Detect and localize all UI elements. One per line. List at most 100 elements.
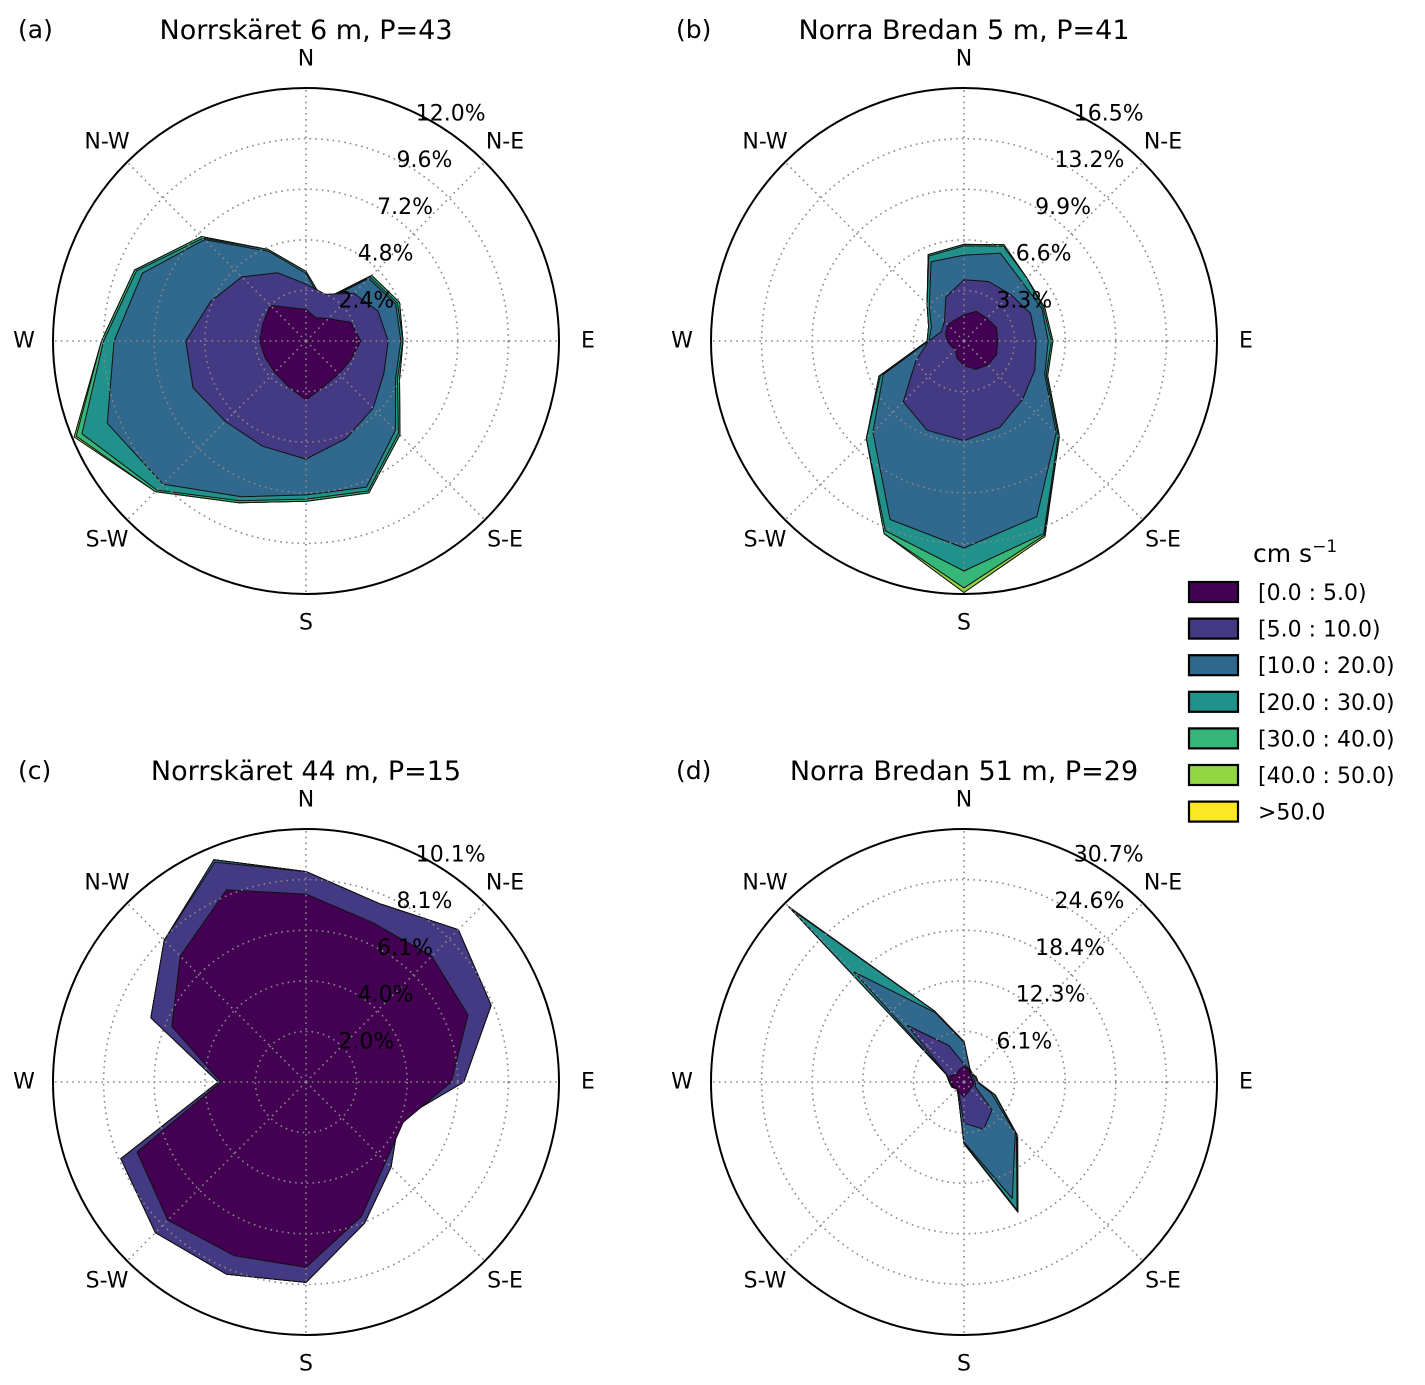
legend-label: [30.0 : 40.0) [1258,727,1395,752]
grid-spoke [784,1081,965,1262]
ring-label: 6.1% [996,1029,1052,1054]
ring-label: 12.0% [416,101,486,126]
ring-label: 10.1% [416,842,486,867]
legend-label: [20.0 : 30.0) [1258,691,1395,716]
direction-label-n-w: N-W [84,130,130,155]
ring-label: 24.6% [1055,889,1125,914]
wind-rose-panel-a: 2.4% 4.8% 7.2% 9.6% 12.0% N N-E E S-E S S-W W N-W (a)… [13,15,595,636]
grid-spoke [126,1081,307,1262]
grid-spoke [126,161,307,342]
polar-grid [53,829,559,1335]
direction-label-s: S [299,611,313,636]
legend-title-unit: cm s [1253,539,1312,568]
direction-label-n: N [298,788,314,813]
direction-label-s: S [957,1352,971,1377]
grid-ring [153,929,459,1235]
direction-label-s-w: S-W [744,1269,787,1294]
legend-label: >50.0 [1258,801,1325,826]
grid-ring [912,1030,1016,1134]
direction-label-s-w: S-W [744,528,787,553]
legend-swatch [1187,580,1240,604]
grid-spoke [963,902,1144,1083]
legend: cm s−1 [0.0 : 5.0) [5.0 : 10.0) [10.0 : 20.… [1187,537,1395,826]
legend-swatch [1187,690,1240,713]
direction-label-n-w: N-W [742,130,788,155]
direction-label-e: E [1239,329,1253,354]
legend-swatch [1187,654,1240,677]
polar-grid [711,829,1217,1335]
rose-area-3 [791,909,1018,1211]
wind-rose-panel-d: 6.1% 12.3% 18.4% 24.6% 30.7% N N-E E S-E S S-W W N-W… [671,756,1253,1377]
grid-spoke [305,340,486,521]
grid-ring [861,979,1066,1184]
grid-ring [760,137,1168,545]
legend-label: [10.0 : 20.0) [1258,654,1395,679]
grid-ring [912,289,1016,393]
rose-area-0 [949,1065,975,1098]
panel-title: Norra Bredan 5 m, P=41 [798,15,1129,46]
ring-label: 7.2% [377,195,433,220]
panel-letter: (d) [676,756,711,785]
grid-ring [102,878,510,1286]
panel-title: Norrskäret 6 m, P=43 [160,15,453,46]
rose-polygons [788,906,1019,1213]
ring-label: 12.3% [1016,983,1086,1008]
polar-grid [711,88,1217,594]
grid-ring [254,1030,358,1134]
grid-spoke [784,902,965,1083]
ring-label: 18.4% [1035,936,1105,961]
legend-swatch [1187,763,1240,787]
grid-spoke [963,161,1144,342]
legend-swatch [1187,617,1240,640]
direction-label-n: N [956,47,972,72]
ring-label: 3.3% [996,288,1052,313]
ring-label: 2.0% [338,1029,394,1054]
grid-spoke [126,340,307,521]
panel-letter: (a) [18,15,53,44]
direction-label-s-w: S-W [86,528,129,553]
ring-label: 6.6% [1016,242,1072,267]
grid-spoke [305,902,486,1083]
direction-label-s-e: S-E [487,528,523,553]
grid-ring [204,979,408,1184]
ring-label: 13.2% [1055,148,1125,173]
legend-label: [0.0 : 5.0) [1258,581,1367,606]
grid-spoke [305,161,486,342]
grid-ring [861,239,1066,443]
legend-label: [40.0 : 50.0) [1258,764,1395,789]
direction-label-n-e: N-E [486,130,524,155]
wind-rose-panel-c: 2.0% 4.0% 6.1% 8.1% 10.1% N N-E E S-E S S-W W N-W (c)… [13,756,595,1377]
rose-area-0 [136,889,469,1268]
legend-label: [5.0 : 10.0) [1258,618,1381,643]
direction-label-n-w: N-W [742,871,788,896]
direction-label-n-w: N-W [84,871,130,896]
direction-label-s: S [299,1352,313,1377]
grid-spoke [963,1081,1144,1262]
direction-label-e: E [581,1070,595,1095]
grid-ring [254,289,358,393]
ring-label: 30.7% [1074,842,1144,867]
outer-frame [52,87,560,595]
ring-label: 9.6% [397,148,453,173]
panel-title: Norrskäret 44 m, P=15 [151,756,461,787]
grid-spoke [963,340,1144,521]
rose-polygons [120,859,492,1283]
direction-label-s-e: S-E [487,1269,523,1294]
direction-label-w: W [13,1070,35,1095]
ring-label: 4.0% [358,983,414,1008]
ring-label: 9.9% [1035,195,1091,220]
ring-label: 8.1% [397,889,453,914]
direction-label-e: E [581,329,595,354]
direction-label-s-w: S-W [86,1269,129,1294]
grid-spoke [305,1081,486,1262]
legend-swatch [1187,727,1240,750]
direction-label-w: W [671,329,693,354]
direction-label-w: W [13,329,35,354]
direction-label-w: W [671,1070,693,1095]
ring-label: 4.8% [358,242,414,267]
polar-grid [53,88,559,594]
grid-ring [153,188,459,494]
direction-label-s: S [957,611,971,636]
legend-swatch [1187,800,1240,823]
